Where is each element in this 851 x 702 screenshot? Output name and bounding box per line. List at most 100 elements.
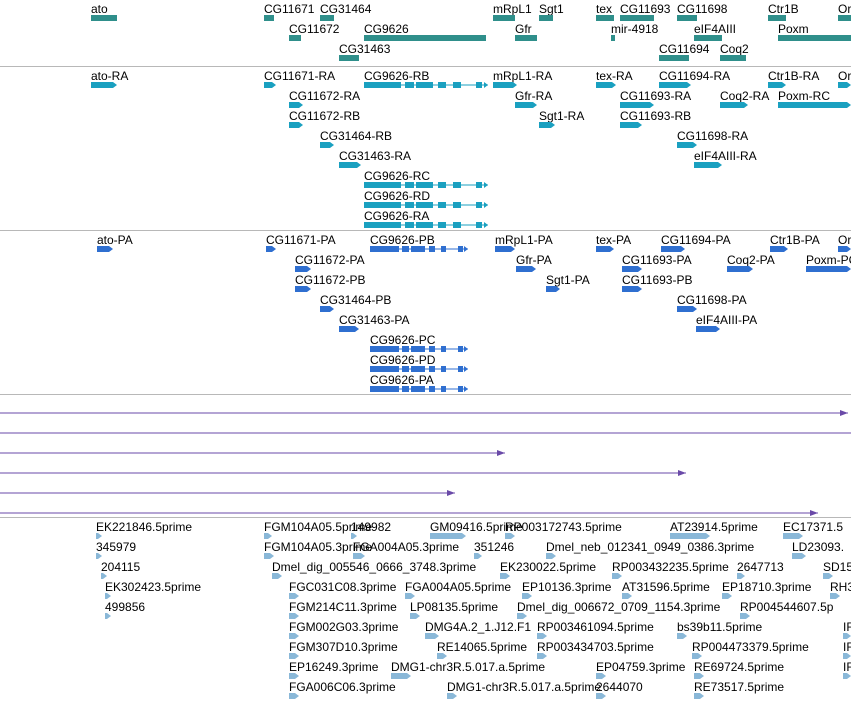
gene-label: mRpL1 [493, 2, 532, 16]
est-glyph [737, 572, 753, 580]
protein-glyph [266, 245, 284, 253]
est-glyph [105, 592, 119, 600]
protein-glyph [370, 245, 476, 253]
gene-track: ato CG11671 CG31464 CG11672 CG9626 CG31463 mRp… [0, 0, 851, 66]
gene-label: Ctr1B [768, 2, 799, 16]
protein-label: eIF4AIII-PA [696, 313, 758, 327]
transcript-glyph [493, 81, 525, 89]
transcript-label: Poxm-RC [778, 89, 831, 103]
transcript-label: Coq2-RA [720, 89, 770, 103]
est-label: 2647713 [737, 560, 784, 574]
est-glyph [740, 612, 758, 620]
protein-glyph [838, 245, 851, 253]
est-glyph [537, 632, 555, 640]
est-label: RP003432235.5prime [612, 560, 729, 574]
est-label: FGC031C08.3prime [289, 580, 397, 594]
transcript-glyph [364, 201, 496, 209]
est-label: RE14065.5prime [437, 640, 528, 654]
transcript-label: CG11672-RB [289, 109, 361, 123]
gene-glyph [289, 34, 309, 42]
transcript-label: Sgt1-RA [539, 109, 585, 123]
est-label: RP004473379.5prime [692, 640, 809, 654]
transcript-glyph [620, 101, 662, 109]
est-glyph [517, 612, 535, 620]
protein-label: CG11698-PA [677, 293, 747, 307]
gene-label: CG11671 [264, 2, 315, 16]
est-label: EK302423.5prime [105, 580, 202, 594]
gene-glyph [659, 54, 697, 62]
protein-label: CG11693-PA [622, 253, 692, 267]
gene-glyph [515, 34, 545, 42]
protein-label: tex-PA [596, 233, 632, 247]
est-label: DMG4A.2_1.J12.F1 [425, 620, 532, 634]
protein-label: Poxm-PC [806, 253, 851, 267]
gene-glyph [778, 34, 851, 42]
protein-glyph [495, 245, 523, 253]
gene-glyph [720, 54, 754, 62]
gene-glyph [620, 14, 662, 22]
transcript-glyph [91, 81, 125, 89]
protein-glyph [370, 365, 476, 373]
est-glyph [823, 572, 841, 580]
est-label: DMG1-chr3R.5.017.a.5prime [391, 660, 546, 674]
est-glyph [474, 552, 490, 560]
transcript-label: mRpL1-RA [493, 69, 553, 83]
protein-glyph [661, 245, 693, 253]
est-glyph [694, 692, 712, 700]
est-glyph [264, 552, 282, 560]
est-glyph [405, 592, 423, 600]
est-label: FGM104A05.5prime [264, 520, 373, 534]
est-glyph [500, 572, 518, 580]
transcript-glyph [768, 81, 794, 89]
protein-label: Coq2-PA [727, 253, 775, 267]
est-label: 351246 [474, 540, 515, 554]
protein-label: Ctr1B-PA [770, 233, 820, 247]
read-alignment[interactable] [0, 409, 851, 417]
protein-glyph [295, 285, 319, 293]
read-alignment[interactable] [0, 429, 851, 437]
transcript-label: CG11672-RA [289, 89, 361, 103]
est-glyph [96, 532, 110, 540]
transcript-glyph [339, 161, 369, 169]
est-label: 499856 [105, 600, 146, 614]
gene-label: Or [838, 2, 851, 16]
est-label: EP18710.3prime [722, 580, 812, 594]
gene-label: CG11672 [289, 22, 340, 36]
est-label: Dmel_dig_006672_0709_1154.3prime [517, 600, 721, 614]
protein-glyph [622, 265, 650, 273]
protein-label: CG11693-PB [622, 273, 693, 287]
est-glyph [289, 592, 307, 600]
protein-glyph [727, 265, 761, 273]
est-glyph [430, 532, 474, 540]
transcript-label: CG11693-RB [620, 109, 692, 123]
est-glyph [843, 652, 851, 660]
est-label: Dmel_dig_005546_0666_3748.3prime [272, 560, 477, 574]
protein-label: CG11672-PB [295, 273, 366, 287]
transcript-glyph [364, 181, 496, 189]
track-separator [0, 66, 851, 67]
transcript-glyph [364, 221, 496, 229]
protein-glyph [339, 325, 367, 333]
est-glyph [843, 632, 851, 640]
est-glyph [692, 652, 710, 660]
est-label: Dmel_neb_012341_0949_0386.3prime [546, 540, 755, 554]
transcript-glyph [289, 121, 311, 129]
gene-label: Gfr [515, 22, 532, 36]
transcript-glyph [694, 161, 730, 169]
est-label: GM09416.5prime [430, 520, 523, 534]
protein-label: CG31464-PB [320, 293, 392, 307]
read-alignment[interactable] [0, 469, 692, 477]
read-alignment[interactable] [0, 449, 511, 457]
read-alignment[interactable] [0, 509, 824, 517]
est-glyph [830, 592, 848, 600]
transcript-glyph [264, 81, 284, 89]
transcript-track: ato-RA CG11671-RA CG9626-RB CG11672-RA CG116… [0, 67, 851, 230]
est-glyph [425, 632, 447, 640]
transcript-label: CG11694-RA [659, 69, 731, 83]
read-alignment[interactable] [0, 489, 461, 497]
gene-label: mir-4918 [611, 22, 659, 36]
est-label: EK230022.5prime [500, 560, 597, 574]
est-label: 149982 [351, 520, 392, 534]
est-label: RP003434703.5prime [537, 640, 654, 654]
protein-glyph [370, 385, 476, 393]
